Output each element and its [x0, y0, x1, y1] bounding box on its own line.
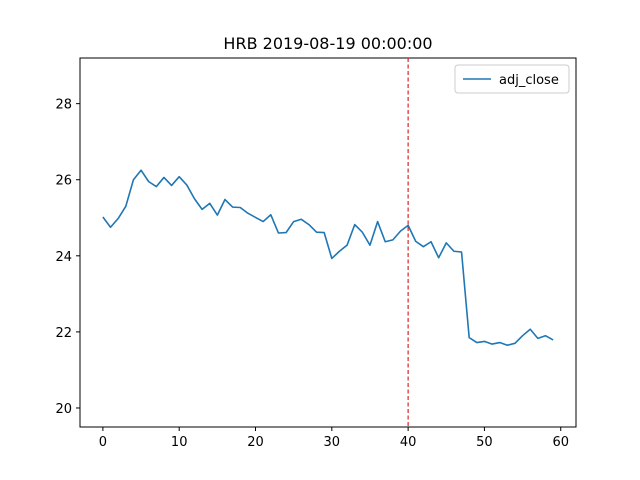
y-tick-label: 20	[55, 402, 72, 417]
x-tick-label: 40	[400, 435, 417, 450]
y-tick-label: 26	[55, 174, 72, 189]
x-tick-label: 60	[552, 435, 569, 450]
y-tick-label: 22	[55, 326, 72, 341]
legend: adj_close	[454, 64, 570, 94]
x-tick-label: 20	[247, 435, 264, 450]
x-tick-label: 0	[99, 435, 107, 450]
x-tick-label: 10	[171, 435, 188, 450]
plot-area	[102, 58, 554, 427]
y-tick-label: 28	[55, 98, 72, 113]
legend-box	[454, 64, 570, 94]
chart-title: HRB 2019-08-19 00:00:00	[223, 34, 432, 53]
y-tick-label: 24	[55, 250, 72, 265]
x-tick-label: 30	[324, 435, 341, 450]
series-line-adj_close	[102, 169, 554, 347]
axes-frame	[79, 57, 577, 428]
x-tick-label: 50	[476, 435, 493, 450]
axes-group: 0 10 20 30 40 50 60 20 22 24 26 28	[55, 57, 577, 450]
legend-label: adj_close	[499, 73, 559, 88]
